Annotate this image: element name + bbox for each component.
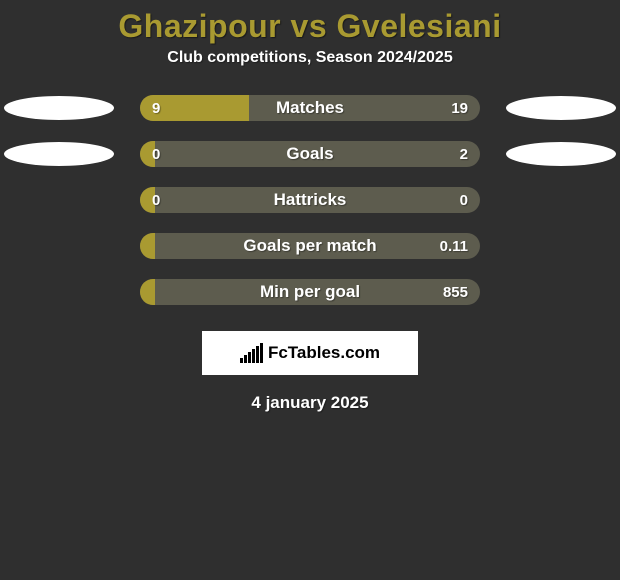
stat-bar: 02Goals (140, 141, 480, 167)
stat-row: 0.11Goals per match (0, 233, 620, 259)
stat-row: 919Matches (0, 95, 620, 121)
page-subtitle: Club competitions, Season 2024/2025 (0, 49, 620, 95)
stat-bar: 919Matches (140, 95, 480, 121)
stat-row: 855Min per goal (0, 279, 620, 305)
stat-label: Hattricks (140, 187, 480, 213)
stat-rows: 919Matches 02Goals 00Hattricks 0.11Goals pe… (0, 95, 620, 305)
stat-row: 00Hattricks (0, 187, 620, 213)
stat-label: Matches (140, 95, 480, 121)
bars-icon (240, 343, 262, 363)
stat-bar: 00Hattricks (140, 187, 480, 213)
player-marker-left (4, 142, 114, 166)
stat-label: Min per goal (140, 279, 480, 305)
source-badge-text: FcTables.com (268, 343, 380, 363)
stat-label: Goals (140, 141, 480, 167)
player-marker-right (506, 142, 616, 166)
date-text: 4 january 2025 (0, 393, 620, 413)
comparison-infographic: Ghazipour vs Gvelesiani Club competition… (0, 0, 620, 580)
stat-bar: 855Min per goal (140, 279, 480, 305)
stat-label: Goals per match (140, 233, 480, 259)
source-badge: FcTables.com (202, 331, 418, 375)
stat-bar: 0.11Goals per match (140, 233, 480, 259)
player-marker-left (4, 96, 114, 120)
stat-row: 02Goals (0, 141, 620, 167)
player-marker-right (506, 96, 616, 120)
page-title: Ghazipour vs Gvelesiani (0, 0, 620, 49)
